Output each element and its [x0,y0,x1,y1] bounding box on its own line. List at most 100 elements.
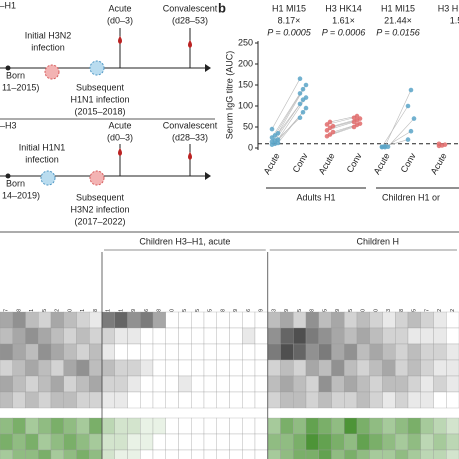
heatmap-cell [369,359,383,377]
data-point [327,132,333,137]
group-label: Adults H1 [296,192,335,202]
heatmap-cell [331,359,345,377]
heatmap-cell [382,391,396,409]
data-point [300,110,306,115]
heatmap-cell [76,433,90,451]
heatmap-cell [38,375,52,393]
heatmap-cell [101,433,115,451]
heatmap-cell [216,433,230,451]
heatmap-cell [127,417,141,435]
conv: Convalescent [163,3,218,13]
heatmap-cell [25,449,39,459]
x-tick-label: Acute [262,151,282,176]
heatmap-cell [420,327,434,345]
heatmap-cell [12,359,26,377]
heatmap-cell [50,311,64,329]
heatmap-cell [267,343,281,361]
virus-icon [89,60,105,76]
heatmap-cell [318,327,332,345]
heatmap-cell [395,449,409,459]
heatmap-cell [293,391,307,409]
heatmap-cell [318,311,332,329]
subsequent: Subsequent [76,82,125,92]
heatmap-cell [267,359,281,377]
heatmap-cell [369,311,383,329]
group-title: H3 HK14 [438,3,459,13]
heatmap-cell [293,327,307,345]
heatmap-cell [382,449,396,459]
heatmap-cell [178,343,192,361]
heatmap-cell [242,343,256,361]
heatmap-cell [165,343,179,361]
y-tick-label: 100 [238,100,253,110]
heatmap-cell [433,417,447,435]
heatmap-cell [76,417,90,435]
heatmap-cell [25,311,39,329]
heatmap-cell [101,359,115,377]
heatmap-cell [216,359,230,377]
heatmap-cell [89,359,103,377]
heatmap-cell [216,343,230,361]
heatmap-cell [114,449,128,459]
cohort: –H3 [0,120,17,130]
heatmap-cell [101,449,115,459]
pair-line [271,78,301,130]
heatmap-cell [178,449,192,459]
heatmap-cell [356,417,370,435]
heatmap-cell [420,417,434,435]
heatmap-cell [407,433,421,451]
heatmap-cell [0,449,13,459]
heatmap-cell [242,311,256,329]
data-point [303,95,309,100]
heatmap-cell [318,417,332,435]
heatmap-cell [242,433,256,451]
heatmap-cell [420,359,434,377]
heatmap-cell [38,359,52,377]
heatmap-cell [101,311,115,329]
heatmap-cell [254,343,268,361]
data-point [330,123,336,129]
heatmap-cell [152,359,166,377]
data-point [408,128,414,134]
heatmap-cell [446,359,459,377]
heatmap-cell [38,433,52,451]
heatmap-cell [25,359,39,377]
conv-days: (d28–53) [172,15,208,25]
heatmap-cell [382,327,396,345]
heatmap-cell [25,343,39,361]
heatmap-cell [203,311,217,329]
data-point [269,126,275,132]
heatmap-cell [89,433,103,451]
heatmap-cell [267,417,281,435]
heatmap-cell [12,449,26,459]
heatmap-cell [280,327,294,345]
heatmap-cell [356,391,370,409]
heatmap-cell [63,375,77,393]
virus-icon [40,170,56,186]
heatmap-cell [12,343,26,361]
y-tick-label: 50 [243,121,253,131]
heatmap-cell [216,449,230,459]
heatmap-cell [63,359,77,377]
subsequent: (2015–2018) [74,106,125,116]
data-point [357,121,363,126]
heatmap-cell [280,391,294,409]
heatmap-cell [407,449,421,459]
heatmap-cell [446,433,459,451]
heatmap-cell [12,375,26,393]
heatmap-cell [152,327,166,345]
heatmap-cell [382,417,396,435]
heatmap-cell [395,359,409,377]
born: 11–2015) [2,82,39,92]
heatmap-cell [76,343,90,361]
heatmap-cell [50,327,64,345]
heatmap-cell [344,375,358,393]
heatmap-cell [76,359,90,377]
group-title: 21.44× [384,15,412,25]
heatmap-cell [165,311,179,329]
heatmap-cell [229,433,243,451]
heatmap-cell [165,449,179,459]
initial: infection [25,154,59,164]
heatmap-cell [191,359,205,377]
heatmap-cell [369,433,383,451]
